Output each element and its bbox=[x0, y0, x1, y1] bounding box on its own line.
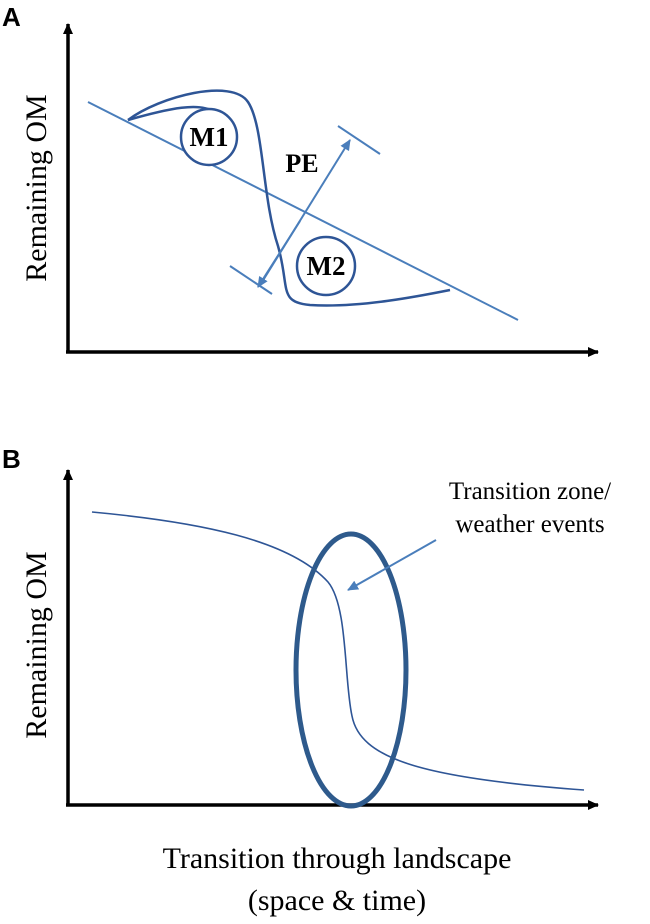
panel-a-m1-circle bbox=[179, 107, 239, 167]
panel-b-ylabel: Remaining OM bbox=[20, 551, 53, 739]
panel-b-annotation-line1: Transition zone/ bbox=[449, 478, 611, 505]
panel-a-s-curve bbox=[127, 89, 451, 307]
panel-a-trend-line bbox=[87, 101, 519, 321]
panel-b-annotation-arrow bbox=[347, 539, 437, 591]
panel-a: A Remaining OM M1 M2 PE bbox=[2, 2, 599, 357]
panel-a-pe-tick-top bbox=[337, 125, 381, 155]
xlabel-line1: Transition through landscape bbox=[163, 842, 512, 875]
panel-a-pe-tick-bottom bbox=[229, 265, 273, 295]
panel-b-annotation-line2: weather events bbox=[455, 511, 604, 538]
panel-a-m1-label: M1 bbox=[190, 122, 229, 152]
panel-a-ylabel: Remaining OM bbox=[20, 94, 53, 282]
panel-b-transition-ellipse bbox=[293, 531, 409, 809]
panel-b-letter: B bbox=[2, 444, 21, 474]
panel-a-letter: A bbox=[2, 2, 21, 32]
panel-a-pe-arrow-back bbox=[257, 220, 301, 288]
panel-a-m2-label: M2 bbox=[307, 251, 346, 281]
panel-b: B Remaining OM Transition zone/ weather … bbox=[2, 444, 611, 810]
panel-b-decay-curve bbox=[91, 511, 585, 791]
xlabel-line2: (space & time) bbox=[248, 884, 426, 917]
panel-a-pe-label: PE bbox=[285, 149, 318, 178]
panel-a-m2-circle bbox=[295, 235, 357, 297]
